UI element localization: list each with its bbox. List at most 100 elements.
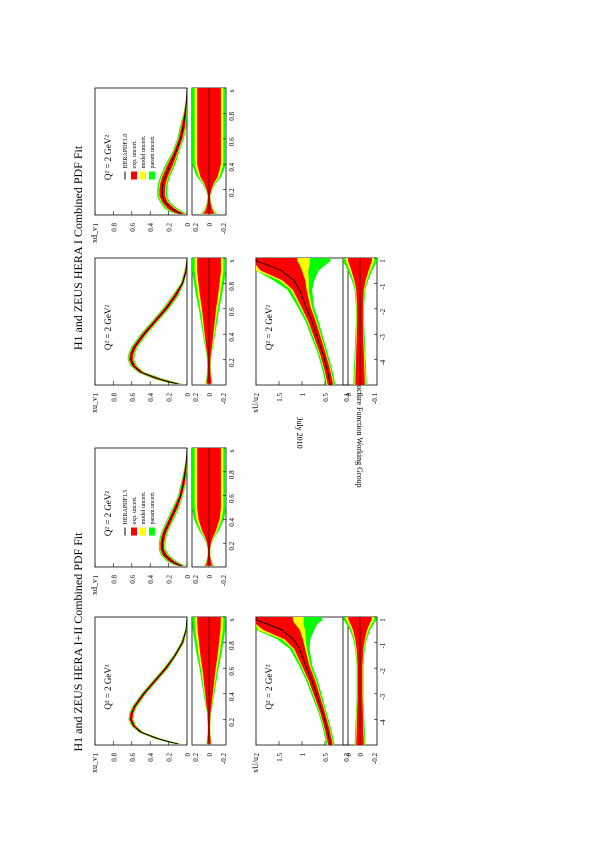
ratio-tick-label: -0.2 — [220, 223, 228, 235]
y-tick-label: 0 — [184, 753, 192, 757]
y-tick-label: 1 — [92, 575, 100, 579]
x-tick-label: x — [228, 618, 236, 622]
scale-label: Q² = 2 GeV² — [264, 305, 274, 351]
main-frame — [94, 257, 188, 386]
legend-entry: model uncert. — [141, 491, 147, 524]
ratio-tick-label: 0.2 — [192, 393, 200, 402]
y-tick-label: 1 — [92, 753, 100, 757]
x-tick-label: 0.8 — [228, 641, 236, 650]
ratio-tick-label: 0.2 — [343, 753, 351, 762]
ratio-tick-label: -0.2 — [220, 575, 228, 587]
exp-band — [129, 617, 187, 744]
y-tick-label: 1.5 — [276, 753, 284, 762]
x-tick-label: x — [228, 89, 236, 93]
y-tick-label: 0.8 — [110, 223, 118, 232]
y-tick-label: 0 — [184, 393, 192, 397]
legend-entry: HERAPDF1.5 — [123, 490, 129, 525]
ratio-tick-label: 0.2 — [192, 753, 200, 762]
legend-swatch-param — [149, 171, 155, 180]
x-tick-label: x — [228, 449, 236, 453]
legend: HERAPDF1.0 exp. uncert. model uncert. param… — [123, 134, 156, 180]
y-tick-label: 2 — [253, 393, 261, 397]
x-tick-label: 0.2 — [228, 358, 236, 367]
x-tick-label: 0.8 — [228, 470, 236, 479]
legend-entry: param uncert. — [150, 135, 156, 168]
y-tick-label: 1.5 — [276, 393, 284, 402]
y-axis-label: xU/u — [251, 757, 260, 773]
ratio-tick-label: 0 — [357, 753, 365, 757]
param-band — [158, 448, 187, 566]
scale-label: Q² = 2 GeV² — [103, 135, 113, 181]
page-title-upper: H1 and ZEUS HERA I Combined PDF Fit — [71, 145, 85, 350]
x-tick-label: x — [228, 259, 236, 263]
x-tick-label: -3 — [379, 693, 387, 699]
y-tick-label: 0.5 — [322, 753, 330, 762]
ratio-tick-label: 0.1 — [343, 393, 351, 402]
model-band — [129, 617, 187, 744]
y-axis-label: xu_v — [90, 757, 99, 773]
y-axis-label: xd_v — [90, 227, 99, 243]
x-tick-label: 0.8 — [228, 112, 236, 121]
x-tick-label: 0.6 — [228, 307, 236, 316]
ratio-tick-label: -0.1 — [371, 393, 379, 405]
x-tick-label: 1 — [379, 618, 387, 622]
ratio-tick-label: -0.2 — [220, 753, 228, 765]
legend-entry: param uncert. — [150, 491, 156, 524]
scale-label: Q² = 2 GeV² — [264, 664, 274, 710]
y-axis-label: xu_v — [90, 397, 99, 413]
y-tick-label: 0.6 — [129, 393, 137, 402]
y-tick-label: 2 — [253, 753, 261, 757]
x-tick-label: -2 — [379, 308, 387, 314]
param-band — [128, 617, 187, 744]
y-tick-label: 0.2 — [166, 223, 174, 232]
y-tick-label: 0 — [345, 393, 353, 397]
ratio-tick-label: -0.2 — [371, 753, 379, 765]
x-tick-label: 0.6 — [228, 494, 236, 503]
main-frame — [94, 87, 188, 216]
y-tick-label: 0 — [345, 753, 353, 757]
y-tick-label: 0.8 — [110, 753, 118, 762]
y-tick-label: 0.4 — [147, 393, 155, 402]
scale-label: Q² = 2 GeV² — [103, 305, 113, 351]
x-tick-label: 1 — [379, 259, 387, 263]
y-tick-label: 0.6 — [129, 575, 137, 584]
y-tick-label: 0.2 — [166, 575, 174, 584]
page-title-lower: H1 and ZEUS HERA I+II Combined PDF Fit — [71, 532, 85, 752]
x-tick-label: 0.4 — [228, 162, 236, 171]
ratio-tick-label: 0 — [206, 223, 214, 227]
y-tick-label: 0.6 — [129, 223, 137, 232]
central-curve — [130, 257, 188, 385]
ratio-tick-label: 0 — [206, 753, 214, 757]
legend-swatch-exp — [131, 171, 137, 180]
x-tick-label: -1 — [379, 283, 387, 289]
y-tick-label: 0.4 — [147, 223, 155, 232]
y-tick-label: 0.5 — [322, 393, 330, 402]
legend-entry: exp. uncert. — [132, 140, 138, 169]
ratio-tick-label: 0 — [206, 393, 214, 397]
y-tick-label: 0 — [184, 575, 192, 579]
scale-label: Q² = 2 GeV² — [103, 664, 113, 710]
x-tick-label: -4 — [379, 719, 387, 725]
model-band — [128, 258, 187, 384]
legend-swatch-model — [140, 171, 146, 180]
legend-swatch-exp — [131, 527, 137, 536]
legend-entry: model uncert. — [141, 135, 147, 168]
x-tick-label: 0.2 — [228, 188, 236, 197]
legend-swatch-model — [140, 527, 146, 536]
y-axis-label: xd_v — [90, 579, 99, 595]
x-tick-label: 0.4 — [228, 692, 236, 701]
legend: HERAPDF1.5 exp. uncert. model uncert. param… — [123, 490, 156, 536]
x-tick-label: 0.6 — [228, 137, 236, 146]
x-tick-label: -1 — [379, 642, 387, 648]
y-tick-label: 1 — [299, 753, 307, 757]
legend-swatch-param — [149, 527, 155, 536]
x-tick-label: 0.4 — [228, 518, 236, 527]
y-tick-label: 0.2 — [166, 393, 174, 402]
